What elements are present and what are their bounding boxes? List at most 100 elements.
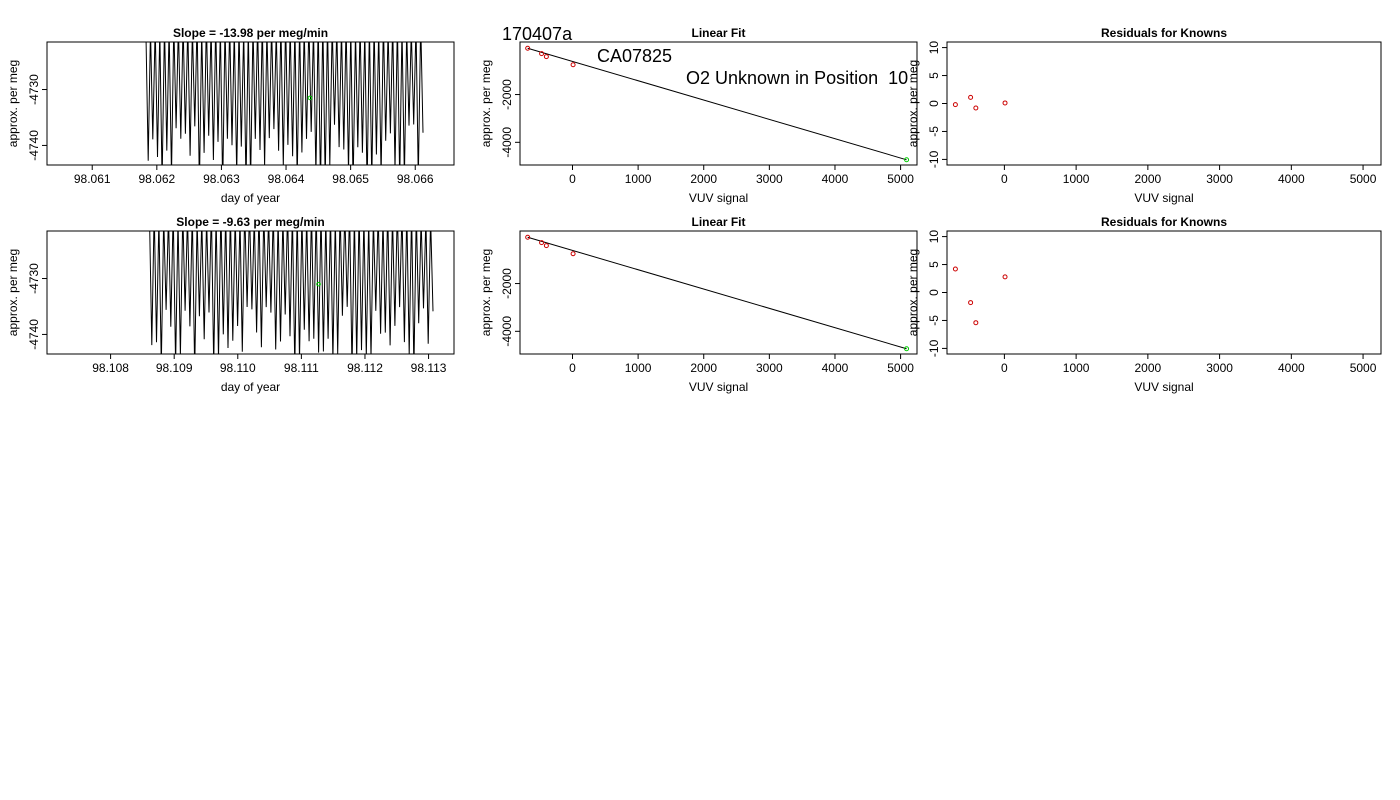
x-tick-label: 98.112 xyxy=(347,361,383,375)
x-tick-label: 5000 xyxy=(1350,361,1377,375)
plot-area xyxy=(525,234,910,352)
x-tick-label: 98.065 xyxy=(332,172,369,186)
x-tick-label: 98.062 xyxy=(138,172,175,186)
known-data-point xyxy=(952,102,958,108)
x-tick-label: 3000 xyxy=(756,361,783,375)
x-tick-label: 5000 xyxy=(887,172,914,186)
known-data-point xyxy=(968,94,974,100)
chart-title: Residuals for Knowns xyxy=(1101,26,1227,40)
y-tick-label: -10 xyxy=(927,339,941,357)
x-tick-label: 98.064 xyxy=(268,172,305,186)
y-axis-label: approx. per meg xyxy=(906,249,920,336)
known-data-point xyxy=(570,251,576,257)
known-data-point xyxy=(968,300,974,306)
y-tick-label: 10 xyxy=(927,41,941,55)
x-tick-label: 0 xyxy=(1001,172,1008,186)
chart-title: Residuals for Knowns xyxy=(1101,215,1227,229)
x-tick-label: 2000 xyxy=(690,361,717,375)
chart-title: Linear Fit xyxy=(691,26,745,40)
x-tick-label: 98.063 xyxy=(203,172,240,186)
x-tick-label: 0 xyxy=(569,172,576,186)
x-tick-label: 2000 xyxy=(690,172,717,186)
known-data-point xyxy=(1002,274,1008,280)
known-data-point xyxy=(543,243,549,249)
chart-panel-1: Slope = -13.98 per meg/min 98.061 98.062 98… xyxy=(6,26,455,205)
data-series-line xyxy=(145,42,424,165)
known-data-point xyxy=(539,240,545,246)
x-tick-label: 1000 xyxy=(1063,361,1090,375)
x-tick-label: 3000 xyxy=(1206,172,1233,186)
plot-area xyxy=(149,231,434,354)
x-tick-label: 3000 xyxy=(1206,361,1233,375)
plot-frame xyxy=(946,230,1382,355)
known-data-point xyxy=(525,45,531,51)
known-data-point xyxy=(570,62,576,68)
chart-panel-4: Slope = -9.63 per meg/min 98.108 98.109 98.… xyxy=(6,215,455,394)
tank-id: CA07825 xyxy=(597,46,673,66)
data-series-line xyxy=(149,231,434,354)
y-tick-label: 0 xyxy=(927,289,941,296)
x-axis-label: VUV signal xyxy=(1134,380,1193,394)
y-tick-label: -4000 xyxy=(500,127,514,158)
plot-area xyxy=(145,42,424,165)
x-tick-label: 98.066 xyxy=(397,172,434,186)
plot-area xyxy=(952,94,1008,111)
plot-frame xyxy=(946,41,1382,166)
y-axis-label: approx. per meg xyxy=(6,249,20,336)
chart-title: Slope = -9.63 per meg/min xyxy=(176,215,324,229)
unknown-data-point xyxy=(904,346,910,352)
x-tick-label: 98.061 xyxy=(74,172,111,186)
x-tick-label: 5000 xyxy=(1350,172,1377,186)
known-data-point xyxy=(539,51,545,57)
x-tick-label: 2000 xyxy=(1135,361,1162,375)
fit-line xyxy=(527,236,907,350)
chart-panel-2: Linear Fit 0 1000 2000 3000 4000 5000 -2000 -400… xyxy=(479,26,918,205)
y-tick-label: -5 xyxy=(927,315,941,326)
unknown-data-point xyxy=(316,281,321,287)
x-tick-label: 98.108 xyxy=(92,361,129,375)
x-axis-label: VUV signal xyxy=(1134,191,1193,205)
y-tick-label: -4000 xyxy=(500,316,514,347)
plot-area xyxy=(952,266,1008,326)
plot-frame xyxy=(519,230,918,355)
x-tick-label: 1000 xyxy=(625,172,652,186)
y-axis-label: approx. per meg xyxy=(906,60,920,147)
x-tick-label: 4000 xyxy=(1278,361,1305,375)
x-tick-label: 98.109 xyxy=(156,361,193,375)
x-tick-label: 3000 xyxy=(756,172,783,186)
known-data-point xyxy=(1002,100,1008,106)
plot-frame xyxy=(519,41,918,166)
chart-title: Linear Fit xyxy=(691,215,745,229)
x-tick-label: 4000 xyxy=(822,172,849,186)
known-data-point xyxy=(543,54,549,60)
x-tick-label: 98.113 xyxy=(411,361,447,375)
x-tick-label: 4000 xyxy=(822,361,849,375)
x-axis-label: day of year xyxy=(221,380,280,394)
x-axis-label: VUV signal xyxy=(689,191,748,205)
unknown-data-point xyxy=(307,95,313,101)
y-axis-label: approx. per meg xyxy=(6,60,20,147)
y-axis-label: approx. per meg xyxy=(479,249,493,336)
x-tick-label: 0 xyxy=(569,361,576,375)
chart-panel-6: Residuals for Knowns 0 1000 2000 3000 4000 500… xyxy=(906,215,1382,394)
y-tick-label: -10 xyxy=(927,150,941,168)
x-tick-label: 4000 xyxy=(1278,172,1305,186)
x-tick-label: 98.111 xyxy=(284,361,319,375)
known-data-point xyxy=(525,234,531,240)
x-tick-label: 1000 xyxy=(1063,172,1090,186)
x-tick-label: 98.110 xyxy=(220,361,256,375)
y-tick-label: -4730 xyxy=(27,74,41,105)
y-tick-label: 0 xyxy=(927,100,941,107)
y-tick-label: 5 xyxy=(927,261,941,268)
plot-area xyxy=(525,45,910,163)
x-tick-label: 2000 xyxy=(1135,172,1162,186)
y-tick-label: -2000 xyxy=(500,79,514,110)
known-data-point xyxy=(973,320,979,326)
chart-title: Slope = -13.98 per meg/min xyxy=(173,26,328,40)
x-axis-label: day of year xyxy=(221,191,280,205)
y-tick-label: -4730 xyxy=(27,263,41,294)
fit-line xyxy=(527,47,907,161)
x-tick-label: 1000 xyxy=(625,361,652,375)
y-tick-label: -5 xyxy=(927,126,941,137)
